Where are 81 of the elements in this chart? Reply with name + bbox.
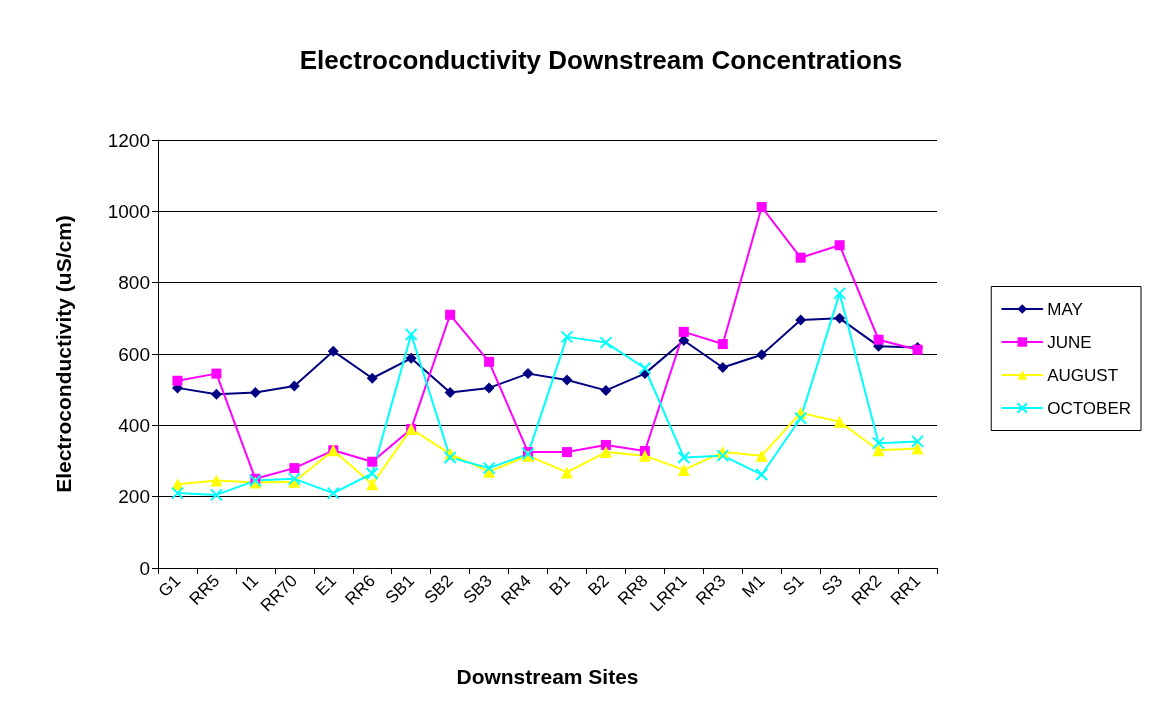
point: [405, 352, 417, 364]
point: [833, 415, 846, 428]
point: [170, 486, 184, 500]
point: [756, 349, 768, 361]
point: [210, 388, 222, 400]
point: [522, 368, 534, 380]
x-tick-label: M1: [738, 571, 769, 602]
x-tick-label: B1: [545, 571, 574, 600]
point: [209, 488, 223, 502]
point: [677, 463, 690, 476]
x-tick-label: SB3: [459, 571, 496, 608]
point: [755, 468, 769, 482]
point: [911, 434, 925, 448]
point: [367, 456, 378, 467]
x-tick-label: I1: [238, 571, 263, 595]
point: [755, 449, 768, 462]
legend-label: AUGUST: [1047, 365, 1119, 385]
point: [443, 450, 457, 464]
legend-label: OCTOBER: [1047, 398, 1132, 418]
point: [561, 447, 572, 458]
y-tick-label: 800: [118, 272, 150, 294]
x-tick-label: E1: [311, 571, 340, 600]
x-tick-label: S3: [818, 571, 847, 600]
point: [366, 478, 379, 491]
point: [561, 374, 573, 386]
point: [716, 449, 730, 463]
legend-label: MAY: [1047, 299, 1083, 319]
point: [404, 327, 418, 341]
point: [833, 286, 847, 300]
point: [599, 446, 612, 459]
point: [172, 375, 183, 386]
point: [834, 312, 846, 324]
point: [560, 330, 574, 344]
point: [911, 442, 924, 455]
point: [600, 439, 611, 450]
point: [326, 486, 340, 500]
point: [834, 240, 845, 251]
point: [756, 202, 767, 213]
point: [678, 326, 689, 337]
y-tick-label: 1000: [107, 200, 150, 222]
point: [872, 444, 885, 457]
point: [599, 336, 613, 350]
y-tick-label: 400: [118, 414, 150, 436]
y-tick-label: 1200: [107, 129, 150, 151]
point: [289, 463, 300, 474]
y-tick-label: 200: [118, 486, 150, 508]
point: [445, 309, 456, 320]
chart-title: Electroconductivity Downstream Concentrations: [299, 45, 903, 75]
point: [249, 387, 261, 399]
point: [366, 372, 378, 384]
point: [444, 387, 456, 399]
legend-label: JUNE: [1047, 332, 1092, 352]
x-tick-label: B2: [584, 571, 613, 600]
point: [483, 382, 495, 394]
x-tick-label: SB2: [420, 571, 457, 608]
y-tick-label: 0: [139, 557, 150, 579]
point: [677, 450, 691, 464]
x-tick-label: G1: [154, 571, 185, 601]
x-tick-label: SB1: [381, 571, 418, 608]
point: [717, 362, 729, 374]
point: [795, 252, 806, 263]
point: [482, 461, 496, 475]
point: [638, 449, 651, 462]
point: [484, 356, 495, 367]
point: [560, 466, 573, 479]
point: [600, 384, 612, 396]
point: [211, 368, 222, 379]
point: [638, 361, 652, 375]
point: [365, 466, 379, 480]
point: [794, 411, 808, 425]
point: [872, 436, 886, 450]
x-axis-title: Downstream Sites: [456, 665, 639, 688]
point: [717, 339, 728, 350]
point: [795, 314, 807, 326]
point: [873, 334, 884, 345]
point: [288, 380, 300, 392]
point: [327, 345, 339, 357]
x-tick-label: S1: [779, 571, 808, 600]
y-tick-label: 600: [118, 343, 150, 365]
y-axis-title: Electroconductivity (uS/cm): [52, 215, 75, 493]
point: [210, 474, 223, 487]
